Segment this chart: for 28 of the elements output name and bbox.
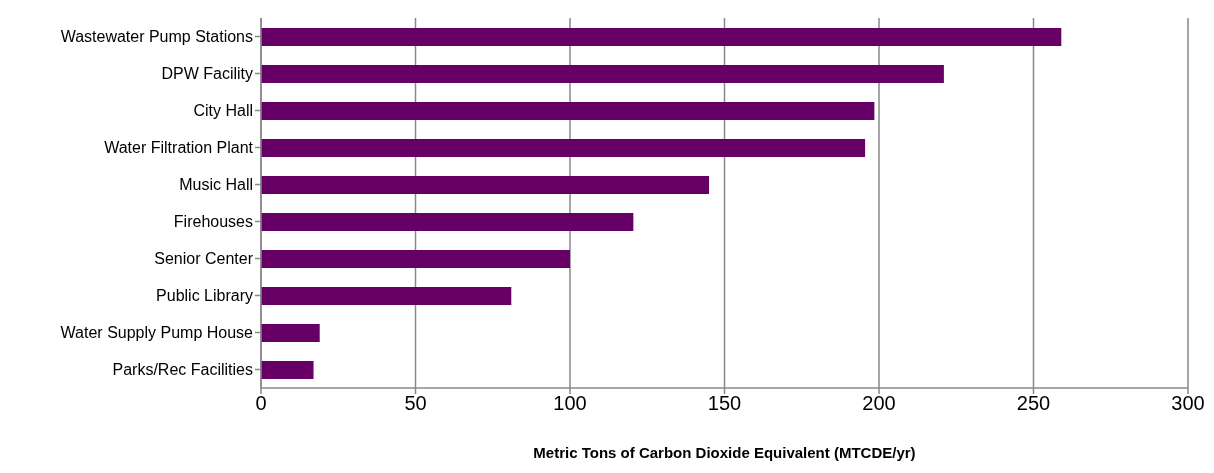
y-tick-label: Firehouses [173,213,253,231]
bar [261,65,944,83]
y-tick-label: Public Library [156,287,253,305]
x-tick-label: 0 [255,392,267,415]
bar [261,28,1062,46]
x-tick-label: 300 [1171,392,1205,415]
x-tick-label: 100 [553,392,587,415]
y-tick-label: Water Filtration Plant [104,139,254,157]
y-tick-label: DPW Facility [161,65,253,83]
bar [261,324,320,342]
x-tick-label: 250 [1016,392,1051,415]
x-tick-label: 150 [707,392,742,415]
y-tick-label: Wastewater Pump Stations [60,28,253,46]
bar [261,176,710,194]
x-tick-label: 50 [404,392,427,415]
bar [261,361,314,379]
bar [261,139,866,157]
y-tick-label: Music Hall [179,176,253,194]
y-tick-label: Water Supply Pump House [60,324,254,342]
bar [261,213,634,231]
bar [261,250,570,268]
bar [261,102,875,120]
x-axis-title: Metric Tons of Carbon Dioxide Equivalent (MTCDE/yr) [533,444,916,461]
y-tick-label: Parks/Rec Facilities [112,361,253,379]
y-tick-label: Senior Center [154,250,254,268]
bar [261,287,512,305]
y-tick-label: City Hall [193,102,253,120]
x-tick-label: 200 [862,392,896,415]
